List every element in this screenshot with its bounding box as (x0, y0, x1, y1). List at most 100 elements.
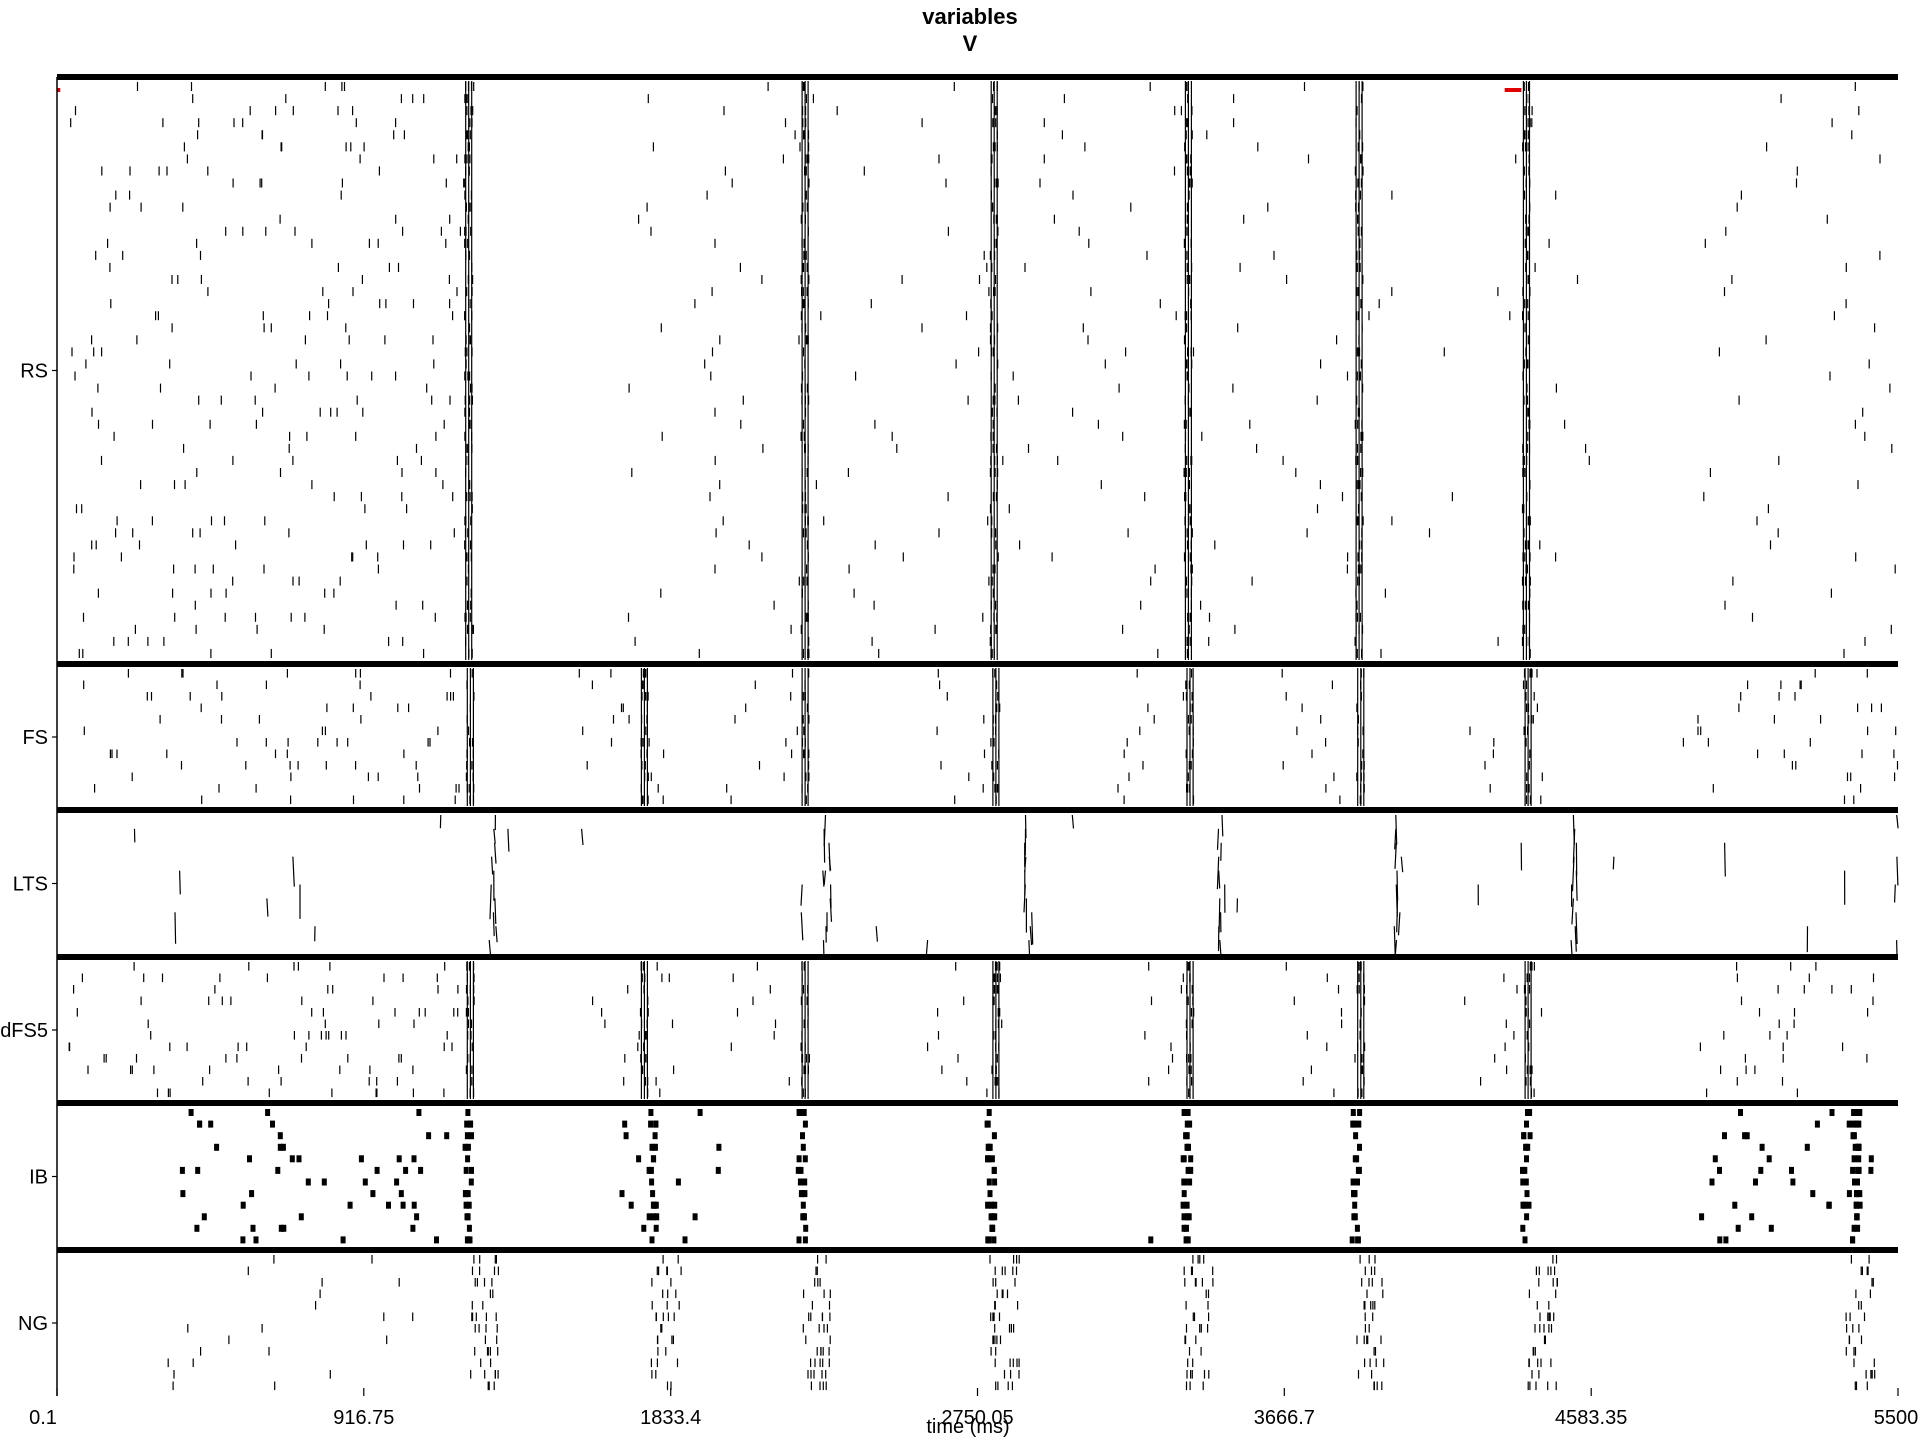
spike-mark (802, 1155, 808, 1163)
spike-mark (493, 828, 496, 844)
spike-mark (715, 1166, 721, 1174)
spike-mark (396, 1155, 402, 1163)
spike-mark (434, 1236, 439, 1244)
spike-mark (465, 1155, 471, 1163)
spike-mark (619, 1190, 625, 1198)
spike-mark (1520, 1201, 1526, 1209)
spike-mark (277, 1132, 283, 1140)
spike-mark (1394, 940, 1398, 956)
spike-mark (305, 1178, 311, 1186)
spike-mark (298, 1213, 304, 1221)
spike-mark (1868, 1155, 1874, 1163)
spike-mark (828, 856, 832, 871)
spike-mark (266, 898, 269, 917)
spike-mark (1393, 926, 1396, 956)
spike-mark (1749, 1213, 1755, 1221)
spike-mark (985, 1143, 991, 1151)
spike-mark (489, 884, 492, 920)
panel-RS: RS (20, 81, 1896, 660)
spike-mark (1789, 1166, 1794, 1174)
population-label: RS (20, 361, 48, 383)
spike-mark (623, 1132, 629, 1140)
panel-separator (57, 1247, 1898, 1253)
spike-mark (650, 1201, 656, 1209)
spike-mark (1031, 912, 1034, 945)
spike-mark (1753, 1178, 1758, 1186)
spike-mark (1699, 1213, 1705, 1221)
spike-mark (641, 1224, 647, 1232)
panel-separator (57, 954, 1898, 960)
spike-mark (247, 1155, 252, 1163)
spike-mark (1181, 1178, 1187, 1186)
spike-mark (1851, 1132, 1857, 1140)
spike-mark (802, 1190, 808, 1198)
spike-mark (240, 1201, 246, 1209)
spike-mark (652, 1132, 658, 1140)
spike-mark (829, 898, 833, 922)
spike-mark (796, 1155, 802, 1163)
spike-mark (1571, 856, 1575, 892)
spike-mark (1851, 1120, 1857, 1128)
spike-mark (1851, 1224, 1857, 1232)
spike-mark (796, 1109, 802, 1116)
spike-mark (1766, 1155, 1772, 1163)
spike-mark (1071, 814, 1075, 829)
spike-mark (801, 1109, 807, 1116)
spike-mark (495, 926, 498, 943)
x-axis-label: time (ms) (926, 1416, 1009, 1438)
spike-mark (1717, 1236, 1723, 1244)
spike-mark (985, 1120, 991, 1128)
spike-mark (1894, 884, 1896, 903)
spike-mark (1188, 1155, 1194, 1163)
spike-mark (1181, 1109, 1187, 1116)
spike-mark (875, 926, 878, 942)
spike-mark (296, 1155, 302, 1163)
panel-separator (57, 807, 1898, 813)
spike-mark (416, 1109, 422, 1116)
spike-mark (1400, 856, 1404, 873)
spike-mark (1187, 1120, 1193, 1128)
population-label: dFS5 (0, 1020, 48, 1042)
spike-mark (1826, 1201, 1832, 1209)
panel-FS: FS (22, 668, 1899, 806)
spike-mark (465, 1143, 471, 1151)
spike-mark (1183, 1236, 1189, 1244)
spike-mark (1148, 1236, 1154, 1244)
spike-mark (650, 1190, 656, 1198)
spike-mark (985, 1201, 991, 1209)
spike-mark (991, 1166, 997, 1174)
spike-mark (1712, 1155, 1718, 1163)
x-tick-label: 2750.05 (941, 1407, 1013, 1429)
spike-mark (1804, 1143, 1810, 1151)
spike-mark (1218, 870, 1221, 889)
spike-mark (492, 912, 495, 937)
spike-mark (800, 884, 803, 906)
spike-mark (649, 1143, 655, 1151)
spike-mark (1851, 1155, 1857, 1163)
spike-mark (1350, 1178, 1356, 1186)
spike-mark (1857, 1201, 1863, 1209)
spike-mark (989, 1224, 995, 1232)
spike-mark (1352, 1201, 1358, 1209)
spike-mark (1722, 1132, 1727, 1140)
spike-mark (494, 898, 497, 925)
spike-mark (1856, 1155, 1862, 1163)
spike-mark (403, 1166, 409, 1174)
spike-mark (195, 1166, 201, 1174)
spike-mark (1394, 842, 1397, 869)
spike-mark (265, 1109, 271, 1116)
panel-NG: NG (18, 1255, 1876, 1391)
spike-mark (697, 1109, 703, 1116)
spike-mark (1352, 1190, 1358, 1198)
spike-mark (800, 1132, 805, 1140)
spike-mark (797, 1178, 803, 1186)
spike-mark (581, 828, 584, 846)
spike-mark (1521, 1132, 1527, 1140)
spike-mark (464, 1120, 470, 1128)
spike-mark (986, 1178, 992, 1186)
spike-mark (488, 940, 492, 956)
spike-mark (796, 1236, 802, 1244)
spike-mark (1023, 884, 1026, 913)
spike-mark (1742, 1132, 1748, 1140)
spike-mark (649, 1178, 655, 1186)
